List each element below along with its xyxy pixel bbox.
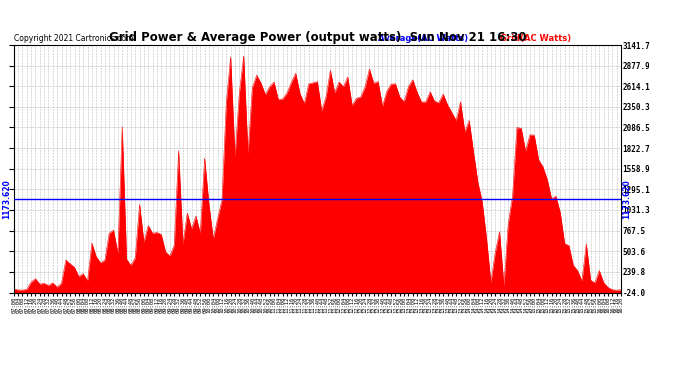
Text: 1173.620: 1173.620 — [2, 179, 11, 219]
Text: Average(AC Watts): Average(AC Watts) — [378, 33, 469, 42]
Title: Grid Power & Average Power (output watts)  Sun Nov 21 16:30: Grid Power & Average Power (output watts… — [108, 31, 526, 44]
Text: Copyright 2021 Cartronics.com: Copyright 2021 Cartronics.com — [14, 33, 133, 42]
Text: 1173.620: 1173.620 — [622, 179, 631, 219]
Text: Grid(AC Watts): Grid(AC Watts) — [500, 33, 571, 42]
